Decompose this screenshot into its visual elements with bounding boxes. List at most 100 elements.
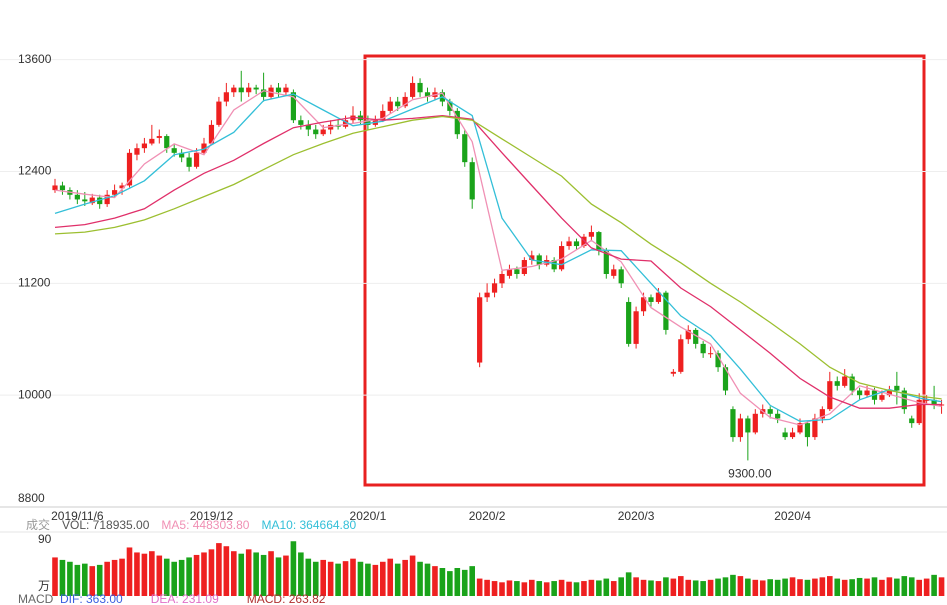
candle-body [655,292,662,302]
volume-bar [633,577,639,596]
volume-bar [171,561,177,596]
candle-body [864,390,870,396]
volume-bar [447,571,453,596]
candle-body [745,418,751,433]
candle-body [59,185,66,191]
candle-body [402,96,408,107]
volume-bar [141,553,148,596]
volume-bar [163,558,170,596]
volume-bar [782,578,788,596]
volume-bar [499,582,505,596]
candle-body [924,399,930,401]
volume-bar [506,580,513,596]
volume-bar [938,577,945,596]
volume-bar [67,561,73,596]
volume-bar [245,549,252,596]
volume-bar [529,579,535,596]
candle-body [238,87,244,93]
candle-body [931,399,937,405]
volume-bar [216,543,222,596]
volume-bar [298,552,304,596]
volume-bar [432,566,438,596]
volume-bar [715,578,721,596]
volume-bar [931,574,937,596]
candle-body [663,292,669,330]
ma-line [54,115,942,400]
volume-bar [864,578,870,596]
candle-body [201,143,207,153]
candle-body [141,143,147,149]
candle-body [149,138,155,144]
candle-body [275,87,282,93]
volume-bar [59,559,66,596]
candle-body [395,101,401,107]
volume-bar [387,558,394,596]
volume-bar [394,563,401,596]
y-tick-label: 11200 [18,275,51,289]
candle-body [916,399,922,424]
volume-bar [707,579,714,596]
candle-body [514,269,520,274]
volume-bar [327,561,334,596]
candle-body [186,157,192,167]
candle-body [477,297,483,363]
volume-bar [610,581,617,596]
candle-body [119,185,125,189]
volume-bar [730,574,736,596]
volume-bar [290,541,297,596]
volume-bar [74,564,81,596]
volume-bar [886,577,893,596]
x-tick-label: 2020/3 [618,509,655,523]
candle-body [551,260,557,270]
candle-body [715,353,721,368]
candle-body [812,418,818,438]
y-tick-label: 10000 [18,387,52,401]
volume-bar [439,568,446,596]
candle-body [208,124,215,144]
volume-bar [834,578,841,596]
volume-bar [752,579,759,596]
volume-bar [685,579,692,596]
volume-bar [268,551,274,596]
volume-bar [841,579,848,596]
volume-bar [223,546,230,596]
candle-body [253,87,259,90]
volume-bar [253,552,259,596]
volume-bar [856,577,863,596]
candle-body [246,87,252,93]
candle-body [775,413,781,419]
candle-body [179,152,185,158]
volume-bar [558,579,565,596]
candle-body [410,82,416,97]
legend-entry: DEA: 231.09 [151,592,219,605]
volume-bar [923,578,930,596]
candle-body [536,255,542,265]
volume-bar [789,577,796,596]
candle-body [640,297,647,312]
volume-bar [104,561,110,596]
low-annotation: 9300.00 [728,467,772,481]
volume-bar [454,568,461,596]
x-tick-label: 2020/4 [774,509,811,523]
candle-body [789,432,796,438]
candle-body [901,390,907,410]
candle-body [566,241,572,247]
candle-body [469,162,475,200]
candle-body [879,395,885,400]
volume-bar [648,580,654,596]
volume-bar [767,579,773,596]
volume-bar [581,581,587,596]
volume-bar [342,561,349,596]
macd-legend-label: MACD [18,592,54,605]
candle-body [82,199,88,202]
volume-bar [551,581,557,596]
candle-body [767,409,773,414]
candle-body [506,269,513,276]
x-tick-label: 2020/1 [350,509,387,523]
x-tick-label: 2019/11/6 [51,509,104,523]
candle-body [380,110,386,121]
volume-bar [484,579,490,596]
candle-body [693,329,699,344]
candle-body [261,89,267,97]
volume-bar [208,549,215,596]
